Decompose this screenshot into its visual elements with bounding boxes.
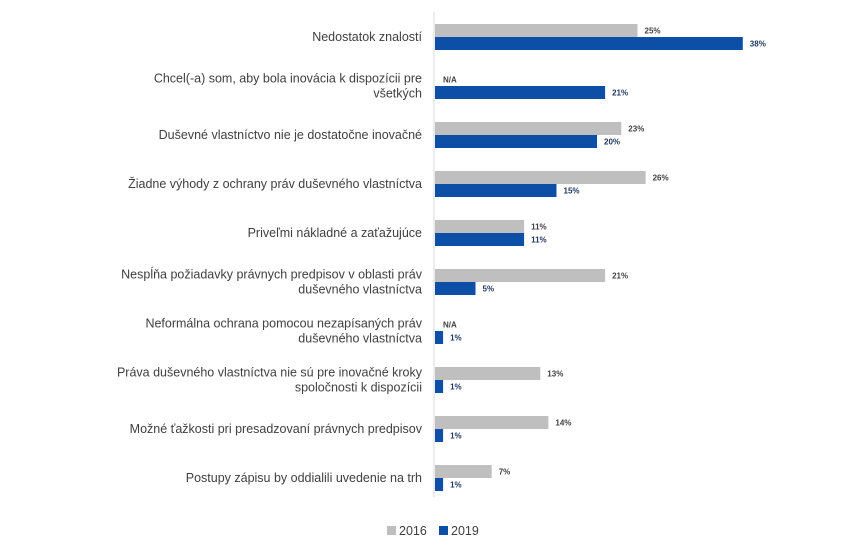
data-label-2019: 1% — [450, 481, 462, 490]
category-label: Priveľmi nákladné a zaťažujúce — [248, 226, 422, 240]
data-label-2019: 21% — [612, 89, 628, 98]
category-label: všetkých — [373, 87, 422, 101]
category-label: Nespĺňa požiadavky právnych predpisov v … — [121, 267, 423, 282]
category-label: Práva duševného vlastníctva nie sú pre i… — [117, 366, 423, 380]
category-label: Postupy zápisu by oddialili uvedenie na … — [186, 471, 422, 485]
data-label-2016: 7% — [499, 468, 511, 477]
bar-2019 — [435, 429, 444, 442]
category-label: Chcel(-a) som, aby bola inovácia k dispo… — [154, 72, 422, 86]
data-label-2019: 1% — [450, 432, 462, 441]
data-label-2019: 20% — [604, 138, 620, 147]
data-label-2016: 13% — [547, 370, 563, 379]
data-label-2019: 1% — [450, 383, 462, 392]
data-label-2016: N/A — [443, 321, 457, 330]
bar-2016 — [435, 220, 525, 233]
data-label-2019: 5% — [483, 285, 495, 294]
legend-label-2019: 2019 — [451, 524, 479, 538]
legend-label-2016: 2016 — [399, 524, 427, 538]
category-label: Žiadne výhody z ochrany práv duševného v… — [128, 176, 422, 191]
data-label-2016: N/A — [443, 76, 457, 85]
category-label: Duševné vlastníctvo nie je dostatočne in… — [159, 128, 422, 142]
data-label-2016: 23% — [628, 125, 644, 134]
data-label-2016: 21% — [612, 272, 628, 281]
bar-2016 — [435, 465, 492, 478]
data-label-2016: 25% — [645, 27, 661, 36]
bar-2019 — [435, 380, 444, 393]
bar-2016 — [435, 269, 606, 282]
bar-2019 — [435, 86, 606, 99]
bar-2019 — [435, 478, 444, 491]
data-label-2019: 11% — [531, 236, 547, 245]
data-label-2019: 15% — [564, 187, 580, 196]
category-label: Možné ťažkosti pri presadzovaní právnych… — [130, 422, 423, 436]
legend-swatch-2016 — [387, 526, 396, 535]
category-label: Neformálna ochrana pomocou nezapísaných … — [145, 317, 422, 331]
data-label-2019: 38% — [750, 40, 766, 49]
category-label: duševného vlastníctva — [298, 332, 422, 346]
data-label-2016: 14% — [555, 419, 571, 428]
bar-2019 — [435, 233, 525, 246]
bar-2019 — [435, 135, 597, 148]
legend-swatch-2019 — [439, 526, 448, 535]
category-label: Nedostatok znalostí — [312, 30, 422, 44]
bar-2019 — [435, 282, 476, 295]
category-label: spoločnosti k dispozícii — [295, 381, 422, 395]
data-label-2016: 26% — [653, 174, 669, 183]
bar-2016 — [435, 24, 638, 37]
bar-2016 — [435, 416, 549, 429]
bar-2019 — [435, 331, 444, 344]
legend: 2016 2019 — [387, 524, 479, 538]
bar-2019 — [435, 184, 557, 197]
data-label-2019: 1% — [450, 334, 462, 343]
data-label-2016: 11% — [531, 223, 547, 232]
bar-2019 — [435, 37, 743, 50]
bar-2016 — [435, 122, 622, 135]
category-label: duševného vlastníctva — [298, 283, 422, 297]
bar-2016 — [435, 367, 541, 380]
bar-2016 — [435, 171, 646, 184]
